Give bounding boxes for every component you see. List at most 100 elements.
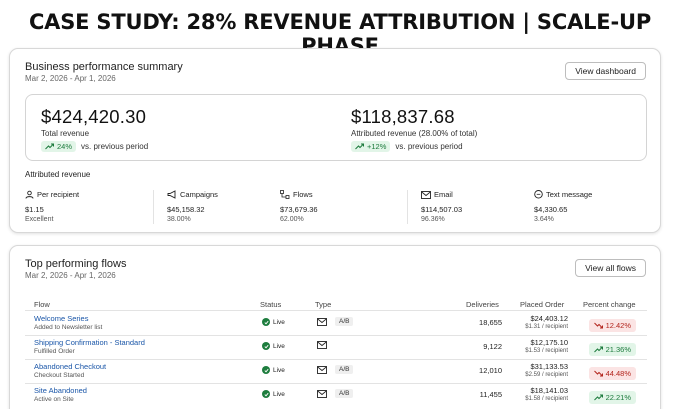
flow-name-link[interactable]: Shipping Confirmation - Standard (34, 338, 145, 347)
table-row[interactable]: Welcome Series Added to Newsletter list … (10, 312, 662, 335)
metric-sub: 3.64% (534, 216, 554, 223)
flow-name-link[interactable]: Site Abandoned (34, 386, 87, 395)
placed-order-cell: $18,141.03 $1.58 / recipient (525, 386, 568, 402)
totals-box: $424,420.30 Total revenue 24% vs. previo… (25, 94, 647, 161)
column-header-deliveries[interactable]: Deliveries (466, 300, 499, 309)
percent-change-cell: 12.42% (588, 316, 641, 334)
header-divider (25, 310, 647, 311)
metric-divider (153, 190, 154, 224)
live-status-icon (262, 366, 270, 374)
attributed-revenue-label: Attributed revenue (28.00% of total) (351, 129, 478, 138)
flow-trigger: Fulfilled Order (34, 348, 75, 355)
attributed-change-row: +12% vs. previous period (351, 141, 477, 152)
percent-change-badge: 21.36% (588, 343, 636, 356)
status-badge: Live (262, 366, 285, 374)
percent-change-badge: 44.48% (588, 367, 636, 380)
placed-order-value: $24,403.12 (530, 314, 568, 323)
flow-trigger: Checkout Started (34, 372, 85, 379)
type-icons: A/B (317, 389, 354, 398)
trend-down-icon (593, 370, 603, 377)
table-row[interactable]: Site Abandoned Active on Site Live A/B 1… (10, 384, 662, 407)
percent-change-value: 21.36% (605, 345, 631, 354)
placed-order-value: $31,133.53 (530, 362, 568, 371)
user-icon (25, 190, 34, 199)
status-badge: Live (262, 318, 285, 326)
attributed-revenue-block: $118,837.68 Attributed revenue (28.00% o… (351, 106, 477, 152)
row-divider (25, 359, 647, 360)
total-change-suffix: vs. previous period (81, 142, 149, 151)
metric-sub: 96.36% (421, 216, 445, 223)
type-icons: A/B (317, 317, 354, 326)
per-recipient-value: $1.58 / recipient (525, 396, 568, 402)
email-icon (317, 389, 327, 398)
total-change-badge: 24% (41, 141, 77, 152)
table-row[interactable]: Abandoned Checkout Checkout Started Live… (10, 360, 662, 383)
status-text: Live (273, 390, 285, 398)
flow-trigger: Active on Site (34, 396, 74, 403)
metric-value: $1.15 (25, 205, 44, 214)
total-change-value: 24% (57, 142, 73, 151)
attributed-change-suffix: vs. previous period (395, 142, 463, 151)
deliveries-value: 18,655 (479, 318, 502, 327)
attributed-change-value: +12% (367, 142, 387, 151)
ab-test-badge: A/B (335, 317, 354, 326)
placed-order-cell: $24,403.12 $1.31 / recipient (525, 314, 568, 330)
live-status-icon (262, 342, 270, 350)
type-icons (317, 341, 327, 349)
column-header-type[interactable]: Type (315, 300, 332, 309)
status-text: Live (273, 318, 285, 326)
trend-up-icon (355, 143, 364, 150)
row-divider (25, 383, 647, 384)
placed-order-cell: $31,133.53 $2.59 / recipient (525, 362, 568, 378)
flow-name-link[interactable]: Welcome Series (34, 314, 89, 323)
live-status-icon (262, 390, 270, 398)
deliveries-value: 11,455 (479, 390, 502, 399)
metric-flows: Flows $73,679.36 62.00% (280, 190, 400, 223)
flow-trigger: Added to Newsletter list (34, 324, 103, 331)
per-recipient-value: $2.59 / recipient (525, 372, 568, 378)
flows-date-range: Mar 2, 2026 - Apr 1, 2026 (25, 271, 116, 280)
flows-title: Top performing flows (25, 258, 127, 270)
per-recipient-value: $1.31 / recipient (525, 324, 568, 330)
deliveries-value: 9,122 (483, 342, 502, 351)
metric-campaigns: Campaigns $45,158.32 38.00% (167, 190, 287, 223)
status-text: Live (273, 342, 285, 350)
ab-test-badge: A/B (335, 365, 354, 374)
percent-change-value: 44.48% (605, 369, 631, 378)
view-dashboard-button[interactable]: View dashboard (565, 62, 646, 80)
page-headline: CASE STUDY: 28% REVENUE ATTRIBUTION | SC… (28, 10, 652, 58)
column-header-status[interactable]: Status (260, 300, 282, 309)
metric-text-message: Text message $4,330.65 3.64% (534, 190, 654, 223)
column-header-percent-change[interactable]: Percent change (583, 300, 636, 309)
row-divider (25, 335, 647, 336)
metric-value: $73,679.36 (280, 205, 318, 214)
flow-name-link[interactable]: Abandoned Checkout (34, 362, 107, 371)
column-header-placed-order[interactable]: Placed Order (520, 300, 565, 309)
placed-order-value: $12,175.10 (530, 338, 568, 347)
trend-up-icon (45, 143, 54, 150)
attributed-change-badge: +12% (351, 141, 391, 152)
live-status-icon (262, 318, 270, 326)
attributed-revenue-value: $118,837.68 (351, 106, 455, 127)
metric-value: $4,330.65 (534, 205, 568, 214)
email-icon (317, 365, 327, 374)
metric-label: Text message (546, 190, 593, 199)
metric-sub: Excellent (25, 216, 54, 223)
metric-label: Flows (293, 190, 313, 199)
view-all-flows-button[interactable]: View all flows (575, 259, 646, 277)
type-icons: A/B (317, 365, 354, 374)
metric-label: Per recipient (37, 190, 80, 199)
metric-email: Email $114,507.03 96.36% (421, 190, 541, 223)
status-badge: Live (262, 390, 285, 398)
percent-change-value: 22.21% (605, 393, 631, 402)
column-header-flow[interactable]: Flow (34, 300, 50, 309)
percent-change-badge: 22.21% (588, 391, 636, 404)
campaign-icon (167, 190, 176, 199)
email-icon (317, 317, 327, 326)
placed-order-cell: $12,175.10 $1.53 / recipient (525, 338, 568, 354)
metric-label: Campaigns (180, 190, 218, 199)
ab-test-badge: A/B (335, 389, 354, 398)
deliveries-value: 12,010 (479, 366, 502, 375)
percent-change-badge: 12.42% (588, 319, 636, 332)
table-row[interactable]: Shipping Confirmation - Standard Fulfill… (10, 336, 662, 359)
